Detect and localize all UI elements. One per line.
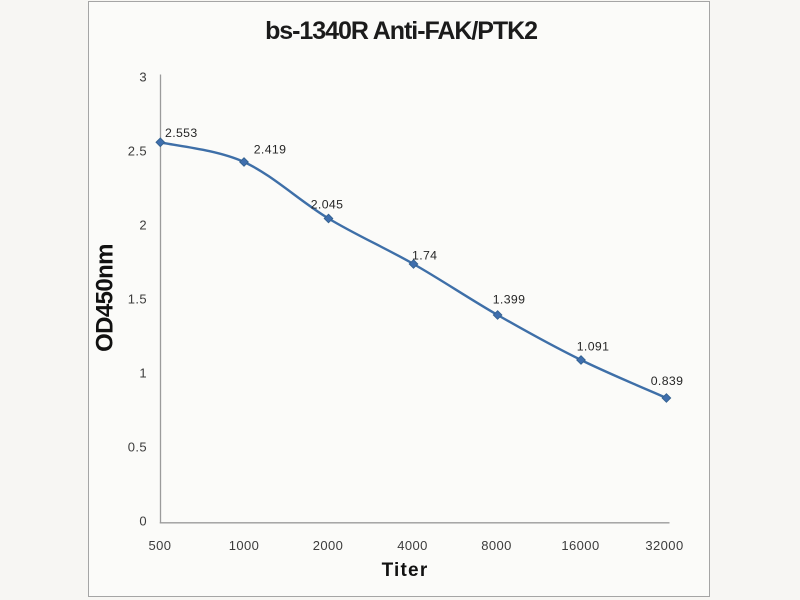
svg-text:16000: 16000 xyxy=(561,538,599,553)
svg-text:2: 2 xyxy=(139,218,147,233)
svg-text:2.5: 2.5 xyxy=(128,144,147,159)
svg-text:3: 3 xyxy=(139,70,147,85)
svg-text:1.74: 1.74 xyxy=(412,248,437,262)
svg-text:8000: 8000 xyxy=(481,538,512,553)
svg-text:2.553: 2.553 xyxy=(165,126,198,140)
svg-text:2000: 2000 xyxy=(313,538,344,553)
svg-text:0: 0 xyxy=(139,514,147,529)
svg-text:4000: 4000 xyxy=(397,538,428,553)
svg-text:0.5: 0.5 xyxy=(128,440,147,455)
svg-text:1.399: 1.399 xyxy=(493,292,526,306)
svg-text:500: 500 xyxy=(149,538,172,553)
svg-text:2.045: 2.045 xyxy=(311,197,344,211)
svg-text:0.839: 0.839 xyxy=(651,374,684,388)
svg-text:32000: 32000 xyxy=(645,538,683,553)
svg-text:2.419: 2.419 xyxy=(254,142,287,156)
svg-text:OD450nm: OD450nm xyxy=(92,244,119,352)
svg-text:1.091: 1.091 xyxy=(577,339,610,353)
svg-text:1000: 1000 xyxy=(229,538,260,553)
svg-text:1.5: 1.5 xyxy=(128,292,147,307)
svg-text:1: 1 xyxy=(139,366,147,381)
svg-text:bs-1340R Anti-FAK/PTK2: bs-1340R Anti-FAK/PTK2 xyxy=(265,17,537,45)
svg-text:Titer: Titer xyxy=(382,560,429,581)
